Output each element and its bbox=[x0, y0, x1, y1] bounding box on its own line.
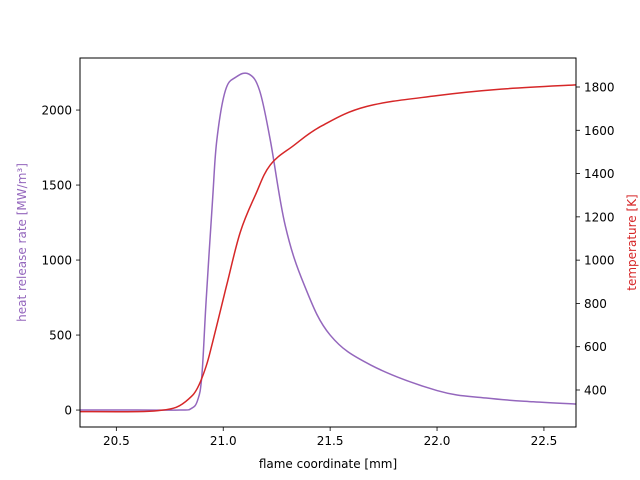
right-y-tick-label: 600 bbox=[584, 340, 607, 354]
plot-area bbox=[80, 58, 576, 427]
right-y-tick-label: 1400 bbox=[584, 167, 615, 181]
right-y-axis-ticks: 400 600 800 1000 1200 1400 1600 1800 bbox=[576, 81, 615, 397]
right-y-tick-label: 1000 bbox=[584, 254, 615, 268]
axes-background bbox=[80, 58, 576, 427]
left-y-tick-label: 1000 bbox=[41, 254, 72, 268]
right-y-tick-label: 1200 bbox=[584, 210, 615, 224]
right-y-tick-label: 800 bbox=[584, 297, 607, 311]
x-axis-ticks: 20.5 21.0 21.5 22.0 22.5 bbox=[103, 427, 557, 448]
right-y-tick-label: 1800 bbox=[584, 81, 615, 95]
x-tick-label: 20.5 bbox=[103, 434, 130, 448]
left-y-tick-label: 1500 bbox=[41, 179, 72, 193]
right-y-tick-label: 1600 bbox=[584, 124, 615, 138]
left-y-tick-label: 0 bbox=[64, 404, 72, 418]
x-tick-label: 22.5 bbox=[531, 434, 558, 448]
left-y-tick-label: 500 bbox=[49, 329, 72, 343]
left-y-tick-label: 2000 bbox=[41, 104, 72, 118]
heat-release-rate-curve bbox=[80, 72, 576, 411]
axes-frame bbox=[79, 57, 577, 428]
right-y-axis-label: temperature [K] bbox=[625, 194, 639, 290]
temperature-curve bbox=[80, 84, 576, 413]
temperature-line bbox=[80, 84, 576, 413]
x-tick-label: 21.0 bbox=[210, 434, 237, 448]
x-tick-label: 21.5 bbox=[317, 434, 344, 448]
left-y-axis-ticks: 0 500 1000 1500 2000 bbox=[41, 104, 80, 418]
x-tick-label: 22.0 bbox=[424, 434, 451, 448]
heat-release-rate-line bbox=[80, 72, 576, 411]
left-y-axis-label: heat release rate [MW/m³] bbox=[15, 163, 29, 322]
x-axis-label: flame coordinate [mm] bbox=[259, 457, 397, 471]
right-y-tick-label: 400 bbox=[584, 383, 607, 397]
